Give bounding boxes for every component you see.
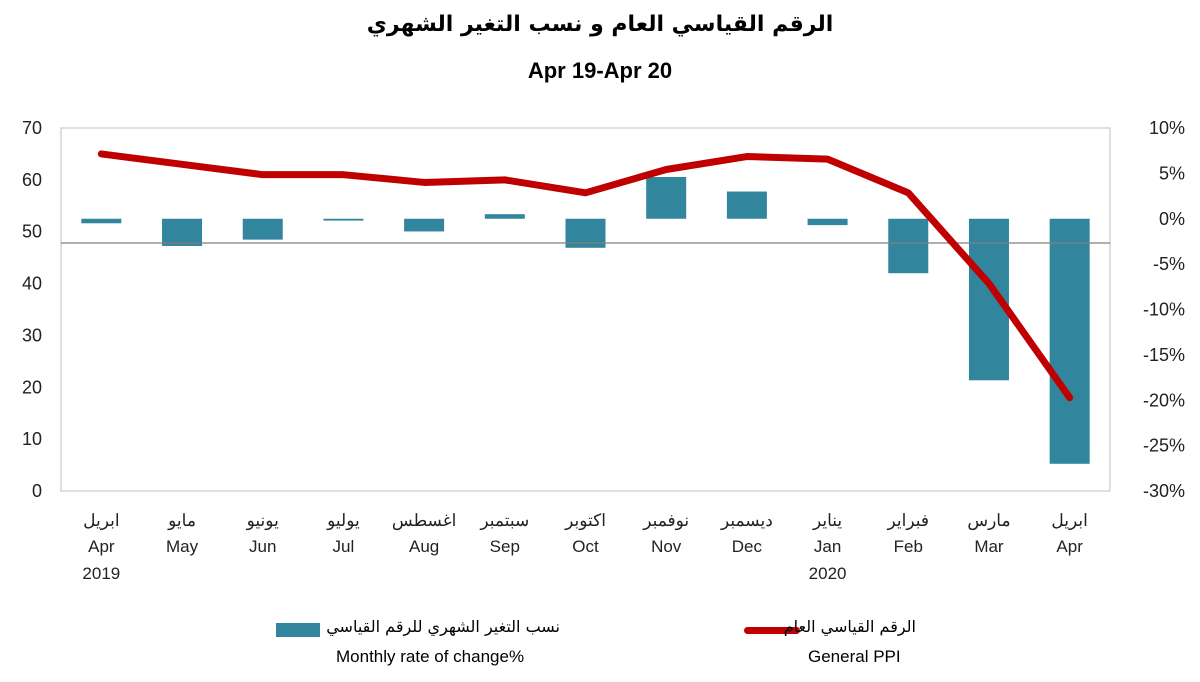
x-tick-label-ar: مايو [167,511,196,531]
legend-line-swatch [744,627,800,634]
legend-line-label-ar: الرقم القياسي العام [783,617,916,636]
x-tick-label-en: Dec [732,537,763,556]
legend-line: الرقم القياسي العام General PPI [740,615,930,675]
x-tick-label-ar: اغسطس [392,511,456,531]
legend-bar-label-ar: نسب التغير الشهري للرقم القياسي [326,617,560,636]
x-tick-label-en: Feb [894,537,923,556]
x-tick-label-en: Oct [572,537,599,556]
x-tick-label-ar: يونيو [246,511,279,531]
chart-title: الرقم القياسي العام و نسب التغير الشهري [366,12,834,37]
legend-bar-label-en: Monthly rate of change% [336,647,525,666]
y-left-tick-label: 60 [22,170,42,190]
x-tick-label-ar: يوليو [326,511,360,531]
legend-bar-swatch [276,623,320,637]
bar [81,218,122,224]
bar [726,191,767,219]
x-tick-label-en: Jun [249,537,276,556]
legend-bar: نسب التغير الشهري للرقم القياسي Monthly … [270,615,560,675]
y-right-tick-label: -10% [1143,300,1185,320]
bar [162,218,203,246]
y-left-tick-label: 0 [32,481,42,501]
x-tick-label-en: Nov [651,537,682,556]
bar [484,214,525,219]
y-right-tick-label: 5% [1159,163,1185,183]
y-right-tick-label: -25% [1143,436,1185,456]
x-tick-label-ar: ديسمبر [720,511,773,531]
y-right-tick-label: 10% [1149,118,1185,138]
x-tick-label-ar: يناير [812,511,842,531]
y-right-tick-label: -5% [1153,254,1185,274]
y-left-tick-label: 40 [22,274,42,294]
x-tick-label-en: Jan [814,537,841,556]
bar [807,218,848,226]
y-right-tick-label: -15% [1143,345,1185,365]
y-left-tick-label: 10 [22,429,42,449]
line-series-ppi [97,150,1074,402]
plot-area [60,127,1111,492]
y-right-tick-label: 0% [1159,209,1185,229]
x-tick-label-ar: ابريل [1051,511,1087,531]
x-tick-label-year: 2020 [809,564,847,583]
x-tick-label-en: May [166,537,199,556]
y-right-tick-label: -30% [1143,481,1185,501]
x-tick-label-en: Sep [490,537,520,556]
bar [242,218,283,240]
y-left-tick-label: 70 [22,118,42,138]
bar [888,218,929,274]
y-right-tick-label: -20% [1143,390,1185,410]
x-tick-label-en: Apr [1056,537,1083,556]
x-tick-label-en: Mar [974,537,1004,556]
x-tick-label-ar: مارس [967,511,1010,531]
x-tick-label-en: Aug [409,537,439,556]
x-tick-label-ar: سبتمبر [479,511,529,531]
x-tick-label-en: Apr [88,537,115,556]
chart-subtitle: Apr 19-Apr 20 [527,58,673,83]
x-tick-label-en: Jul [333,537,355,556]
bar [404,218,445,232]
bar [646,177,687,219]
bar [323,218,364,221]
x-tick-label-year: 2019 [82,564,120,583]
x-tick-label-ar: نوفمبر [642,511,689,531]
x-tick-label-ar: اكتوبر [564,511,606,531]
x-tick-label-ar: فبراير [887,511,929,531]
legend-line-label-en: General PPI [808,647,901,666]
y-left-tick-label: 30 [22,325,42,345]
x-tick-label-ar: ابريل [83,511,119,531]
bar [1049,218,1090,464]
y-left-tick-label: 20 [22,377,42,397]
y-left-tick-label: 50 [22,222,42,242]
